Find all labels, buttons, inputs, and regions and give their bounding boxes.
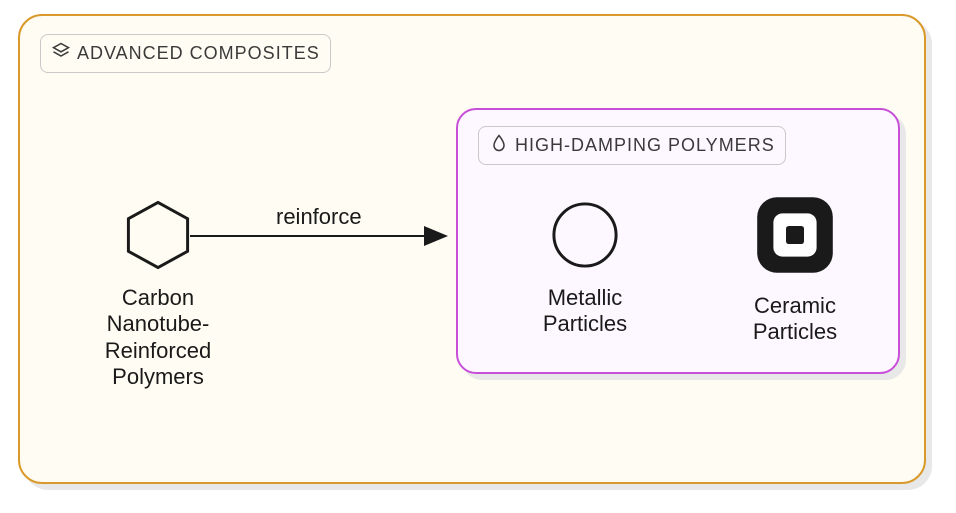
- circle-icon: [548, 259, 622, 276]
- node-metallic-particles-label: MetallicParticles: [510, 285, 660, 338]
- node-carbon-nanotube-label: CarbonNanotube-ReinforcedPolymers: [78, 285, 238, 391]
- hexagon-icon: [121, 259, 195, 276]
- ceramic-icon: [750, 267, 840, 284]
- edge-reinforce-label: reinforce: [276, 204, 362, 230]
- node-ceramic-particles: CeramicParticles: [720, 190, 870, 346]
- node-ceramic-particles-label: CeramicParticles: [720, 293, 870, 346]
- node-carbon-nanotube: CarbonNanotube-ReinforcedPolymers: [78, 198, 238, 391]
- node-metallic-particles: MetallicParticles: [510, 198, 660, 338]
